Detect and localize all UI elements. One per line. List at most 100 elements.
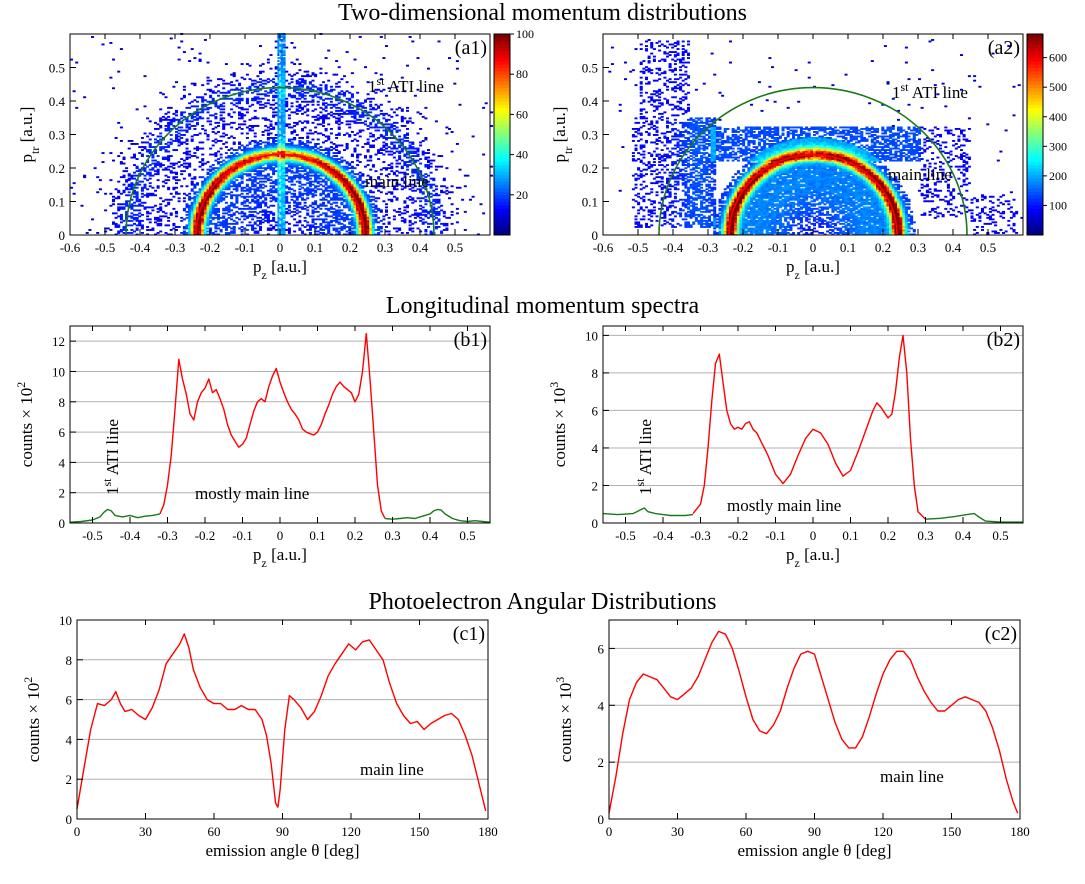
x-tick-label: 0.2 (347, 528, 363, 543)
x-tick-label: -0.2 (195, 528, 216, 543)
panel-a1: 20 40 60 80 100 -0.6 -0.5 -0.4 -0.3 -0.2 -0.1 0 0.1 0… (17, 27, 534, 282)
y-tick-label: 0 (592, 516, 599, 531)
x-tick-label: 90 (276, 824, 289, 839)
y-tick-label: 0.5 (582, 61, 598, 76)
x-tick-label: -0.5 (628, 240, 649, 255)
annotation-1: 1st ATI line (368, 74, 444, 96)
series-line-1 (69, 508, 161, 523)
x-axis-label: pz [a.u.] (253, 257, 307, 282)
y-tick-label: 0.1 (582, 195, 598, 210)
x-tick-label: 0 (277, 528, 284, 543)
x-tick-label: -0.5 (615, 528, 636, 543)
annotation-2: mostly main line (195, 484, 309, 503)
y-tick-label: 0 (598, 812, 605, 827)
annotation-1: 1st ATI line (100, 419, 122, 495)
y-tick-label: 0 (59, 516, 66, 531)
x-tick-label: 0.4 (955, 528, 972, 543)
y-tick-label: 2 (66, 772, 73, 787)
section-title-2d: Two-dimensional momentum distributions (338, 0, 747, 26)
x-tick-label: 120 (341, 824, 361, 839)
colorbar-tick-label: 400 (1049, 110, 1067, 124)
x-tick-label: -0.1 (232, 528, 253, 543)
plot-frame (76, 619, 489, 820)
x-tick-label: 0 (277, 240, 284, 255)
x-tick-label: 0.3 (384, 528, 400, 543)
colorbar-tick-label: 600 (1049, 51, 1067, 65)
x-tick-label: 90 (808, 824, 821, 839)
y-tick-label: 6 (592, 403, 599, 418)
y-tick-label: 2 (598, 755, 605, 770)
y-tick-label: 12 (52, 334, 65, 349)
circle-main-line (728, 153, 898, 236)
y-tick-label: 6 (59, 425, 66, 440)
panel-b1: -0.5 -0.4 -0.3 -0.2 -0.1 0 0.1 0.2 0.3 0.4 0.5 0 2 4 6… (14, 325, 491, 570)
annotation-1: 1st ATI line (892, 80, 968, 102)
y-tick-label: 0.1 (49, 195, 65, 210)
y-axis-label: ptr [a.u.] (17, 107, 42, 163)
x-tick-label: -0.3 (698, 240, 719, 255)
colorbar-tick-label: 20 (516, 188, 528, 202)
y-tick-label: 0.3 (582, 128, 598, 143)
series-line-2 (692, 334, 926, 520)
y-axis-label: counts × 102 (21, 677, 43, 762)
x-axis-label: emission angle θ [deg] (205, 841, 359, 860)
circle-1st-ATI-line (125, 86, 435, 236)
plot-frame (608, 619, 1021, 820)
y-tick-label: 0.2 (49, 161, 65, 176)
x-tick-label: -0.6 (60, 240, 81, 255)
x-tick-label: -0.6 (593, 240, 614, 255)
colorbar-tick-label: 100 (516, 27, 534, 41)
annotation-1: main line (880, 767, 944, 786)
y-tick-label: 8 (59, 395, 66, 410)
x-tick-label: -0.3 (690, 528, 711, 543)
y-tick-label: 4 (59, 455, 66, 470)
x-tick-label: 0.1 (309, 528, 325, 543)
panel-label: (c2) (985, 623, 1017, 645)
heatmap-cells (608, 39, 1024, 236)
y-tick-label: 0.3 (49, 128, 65, 143)
x-tick-label: -0.2 (733, 240, 754, 255)
x-tick-label: 30 (671, 824, 684, 839)
colorbar-tick-label: 80 (516, 67, 528, 81)
x-tick-label: 0.2 (342, 240, 358, 255)
y-tick-label: 0.4 (49, 94, 66, 109)
series-line-3 (925, 512, 1023, 523)
x-tick-label: 0.5 (447, 240, 463, 255)
x-tick-label: 150 (942, 824, 962, 839)
x-tick-label: -0.3 (157, 528, 178, 543)
series-line-1 (608, 630, 1019, 814)
y-tick-label: 10 (52, 364, 65, 379)
x-tick-label: 60 (740, 824, 753, 839)
colorbar: 100 200 300 400 500 600 (1026, 33, 1067, 236)
colorbar-tick-label: 300 (1049, 139, 1067, 153)
x-tick-label: 0.4 (945, 240, 962, 255)
y-tick-label: 8 (66, 653, 73, 668)
x-tick-label: 150 (410, 824, 430, 839)
panel-b2: -0.5 -0.4 -0.3 -0.2 -0.1 0 0.1 0.2 0.3 0.4 0.5 0 2 4 6… (547, 325, 1024, 570)
circle-1st-ATI-line (658, 86, 968, 236)
x-tick-label: 0.3 (917, 528, 933, 543)
x-tick-label: -0.1 (768, 240, 789, 255)
x-axis-label: pz [a.u.] (786, 545, 840, 570)
x-tick-label: -0.1 (765, 528, 786, 543)
y-tick-label: 2 (59, 486, 66, 501)
colorbar-tick-label: 500 (1049, 80, 1067, 94)
colorbar: 20 40 60 80 100 (493, 27, 534, 236)
y-tick-label: 0.2 (582, 161, 598, 176)
x-tick-label: 120 (873, 824, 893, 839)
x-tick-label: 0.3 (910, 240, 926, 255)
panel-label: (b2) (987, 329, 1020, 351)
panel-c1: 0 30 60 90 120 150 180 0 2 4 6 8 10 emission angle θ … (21, 613, 498, 860)
y-axis-label: counts × 102 (14, 382, 36, 467)
panel-label: (a1) (455, 37, 487, 59)
x-tick-label: -0.3 (165, 240, 186, 255)
y-axis-label: ptr [a.u.] (550, 107, 575, 163)
x-tick-label: 0 (810, 528, 817, 543)
x-tick-label: 0.4 (412, 240, 429, 255)
y-tick-label: 6 (66, 693, 73, 708)
y-tick-label: 8 (592, 366, 599, 381)
annotation-1: 1st ATI line (633, 419, 655, 495)
section-title-longitudinal: Longitudinal momentum spectra (385, 293, 700, 319)
annotation-2: main line (365, 172, 429, 191)
panel-label: (a2) (988, 37, 1020, 59)
